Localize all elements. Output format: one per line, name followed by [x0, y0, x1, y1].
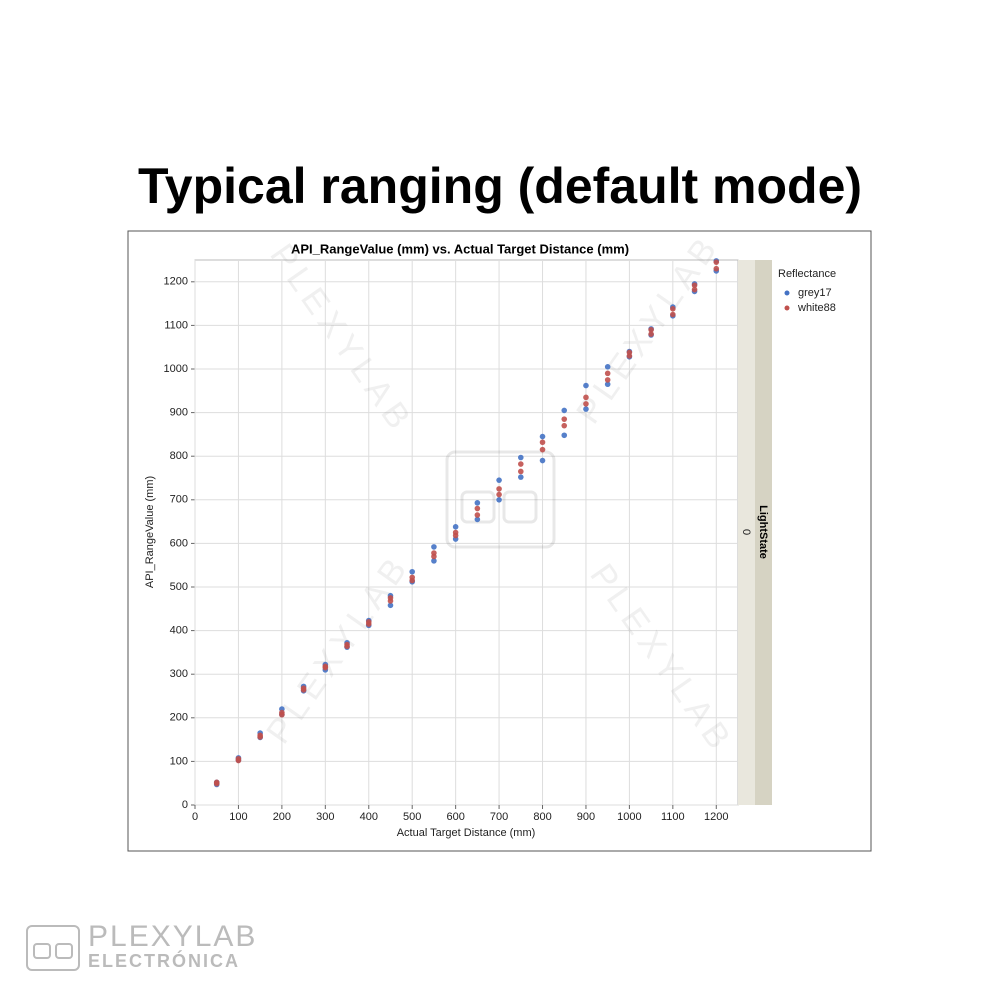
legend-title: Reflectance: [778, 268, 836, 280]
y-tick-label: 200: [170, 712, 188, 724]
x-tick-label: 1000: [617, 811, 641, 823]
legend-label: grey17: [798, 287, 832, 299]
point: [561, 416, 568, 422]
point: [518, 454, 524, 461]
y-tick-label: 300: [170, 668, 188, 680]
point: [279, 709, 285, 716]
y-tick-label: 1200: [164, 276, 188, 288]
point: [431, 558, 437, 564]
y-tick-label: 0: [182, 799, 188, 811]
point: [691, 286, 698, 293]
x-axis-label: Actual Target Distance (mm): [397, 827, 536, 839]
x-tick-label: 200: [273, 811, 291, 823]
point: [648, 326, 654, 333]
slide-title: Typical ranging (default mode): [138, 158, 862, 214]
point: [648, 331, 654, 337]
point: [213, 779, 220, 786]
point: [583, 401, 589, 407]
point: [604, 370, 611, 377]
logo-subtitle: ELECTRÓNICA: [88, 950, 240, 971]
point: [387, 595, 394, 601]
chart-title: API_RangeValue (mm) vs. Actual Target Di…: [291, 241, 629, 256]
point: [561, 422, 568, 429]
point: [365, 619, 372, 625]
logo-brand: PLEXYLAB: [88, 920, 257, 953]
y-tick-label: 700: [170, 494, 188, 506]
point: [496, 497, 502, 503]
plot-area: [194, 259, 739, 806]
point: [452, 524, 459, 530]
x-tick-label: 100: [229, 811, 247, 823]
x-tick-label: 700: [490, 811, 508, 823]
point: [670, 306, 676, 312]
point: [474, 512, 481, 518]
point: [518, 474, 524, 480]
point: [583, 382, 589, 389]
point: [474, 505, 481, 512]
panel-label: LightState: [757, 505, 769, 559]
panel-value: 0: [740, 529, 752, 535]
panel-strip: [755, 260, 772, 805]
point: [539, 439, 546, 446]
y-tick-label: 800: [170, 450, 188, 462]
point: [626, 349, 633, 356]
point: [691, 282, 698, 289]
x-tick-label: 900: [577, 811, 595, 823]
x-tick-label: 400: [360, 811, 378, 823]
y-tick-label: 100: [170, 755, 188, 767]
x-tick-label: 0: [192, 811, 198, 823]
point: [409, 574, 416, 581]
point: [387, 602, 394, 609]
point: [300, 685, 307, 691]
point: [539, 433, 546, 440]
point: [561, 407, 568, 414]
y-tick-label: 1000: [164, 363, 188, 375]
y-axis-label: API_RangeValue (mm): [144, 476, 156, 588]
point: [539, 446, 546, 453]
point: [670, 311, 676, 318]
x-tick-label: 800: [533, 811, 551, 823]
x-tick-label: 1100: [661, 811, 685, 823]
x-tick-label: 500: [403, 811, 421, 823]
point: [713, 259, 720, 265]
point: [713, 265, 720, 272]
y-tick-label: 900: [170, 407, 188, 419]
point: [604, 377, 611, 383]
point: [474, 500, 481, 506]
point: [604, 381, 611, 388]
y-tick-label: 1100: [164, 319, 188, 331]
point: [322, 663, 329, 670]
point: [496, 491, 502, 498]
x-tick-label: 300: [316, 811, 334, 823]
y-tick-label: 600: [170, 537, 188, 549]
y-tick-label: 500: [170, 581, 188, 593]
logo-icon: [26, 925, 80, 971]
legend-label: white88: [797, 302, 836, 314]
point: [561, 432, 568, 439]
point: [344, 641, 350, 648]
point: [452, 529, 459, 536]
point: [496, 486, 502, 492]
point: [431, 544, 437, 550]
point: [583, 394, 589, 401]
point: [539, 457, 546, 464]
point: [474, 516, 481, 523]
point: [583, 406, 589, 412]
y-tick-label: 400: [170, 625, 188, 637]
point: [604, 364, 611, 370]
point: [409, 568, 416, 575]
point: [518, 468, 524, 475]
point: [496, 477, 502, 483]
x-tick-label: 600: [446, 811, 464, 823]
point: [235, 755, 242, 762]
panel-strip: [738, 260, 755, 805]
point: [257, 732, 263, 739]
point: [431, 550, 437, 556]
legend-marker: [784, 305, 790, 311]
point: [518, 461, 524, 467]
x-tick-label: 1200: [704, 811, 728, 823]
legend-marker: [784, 290, 790, 296]
